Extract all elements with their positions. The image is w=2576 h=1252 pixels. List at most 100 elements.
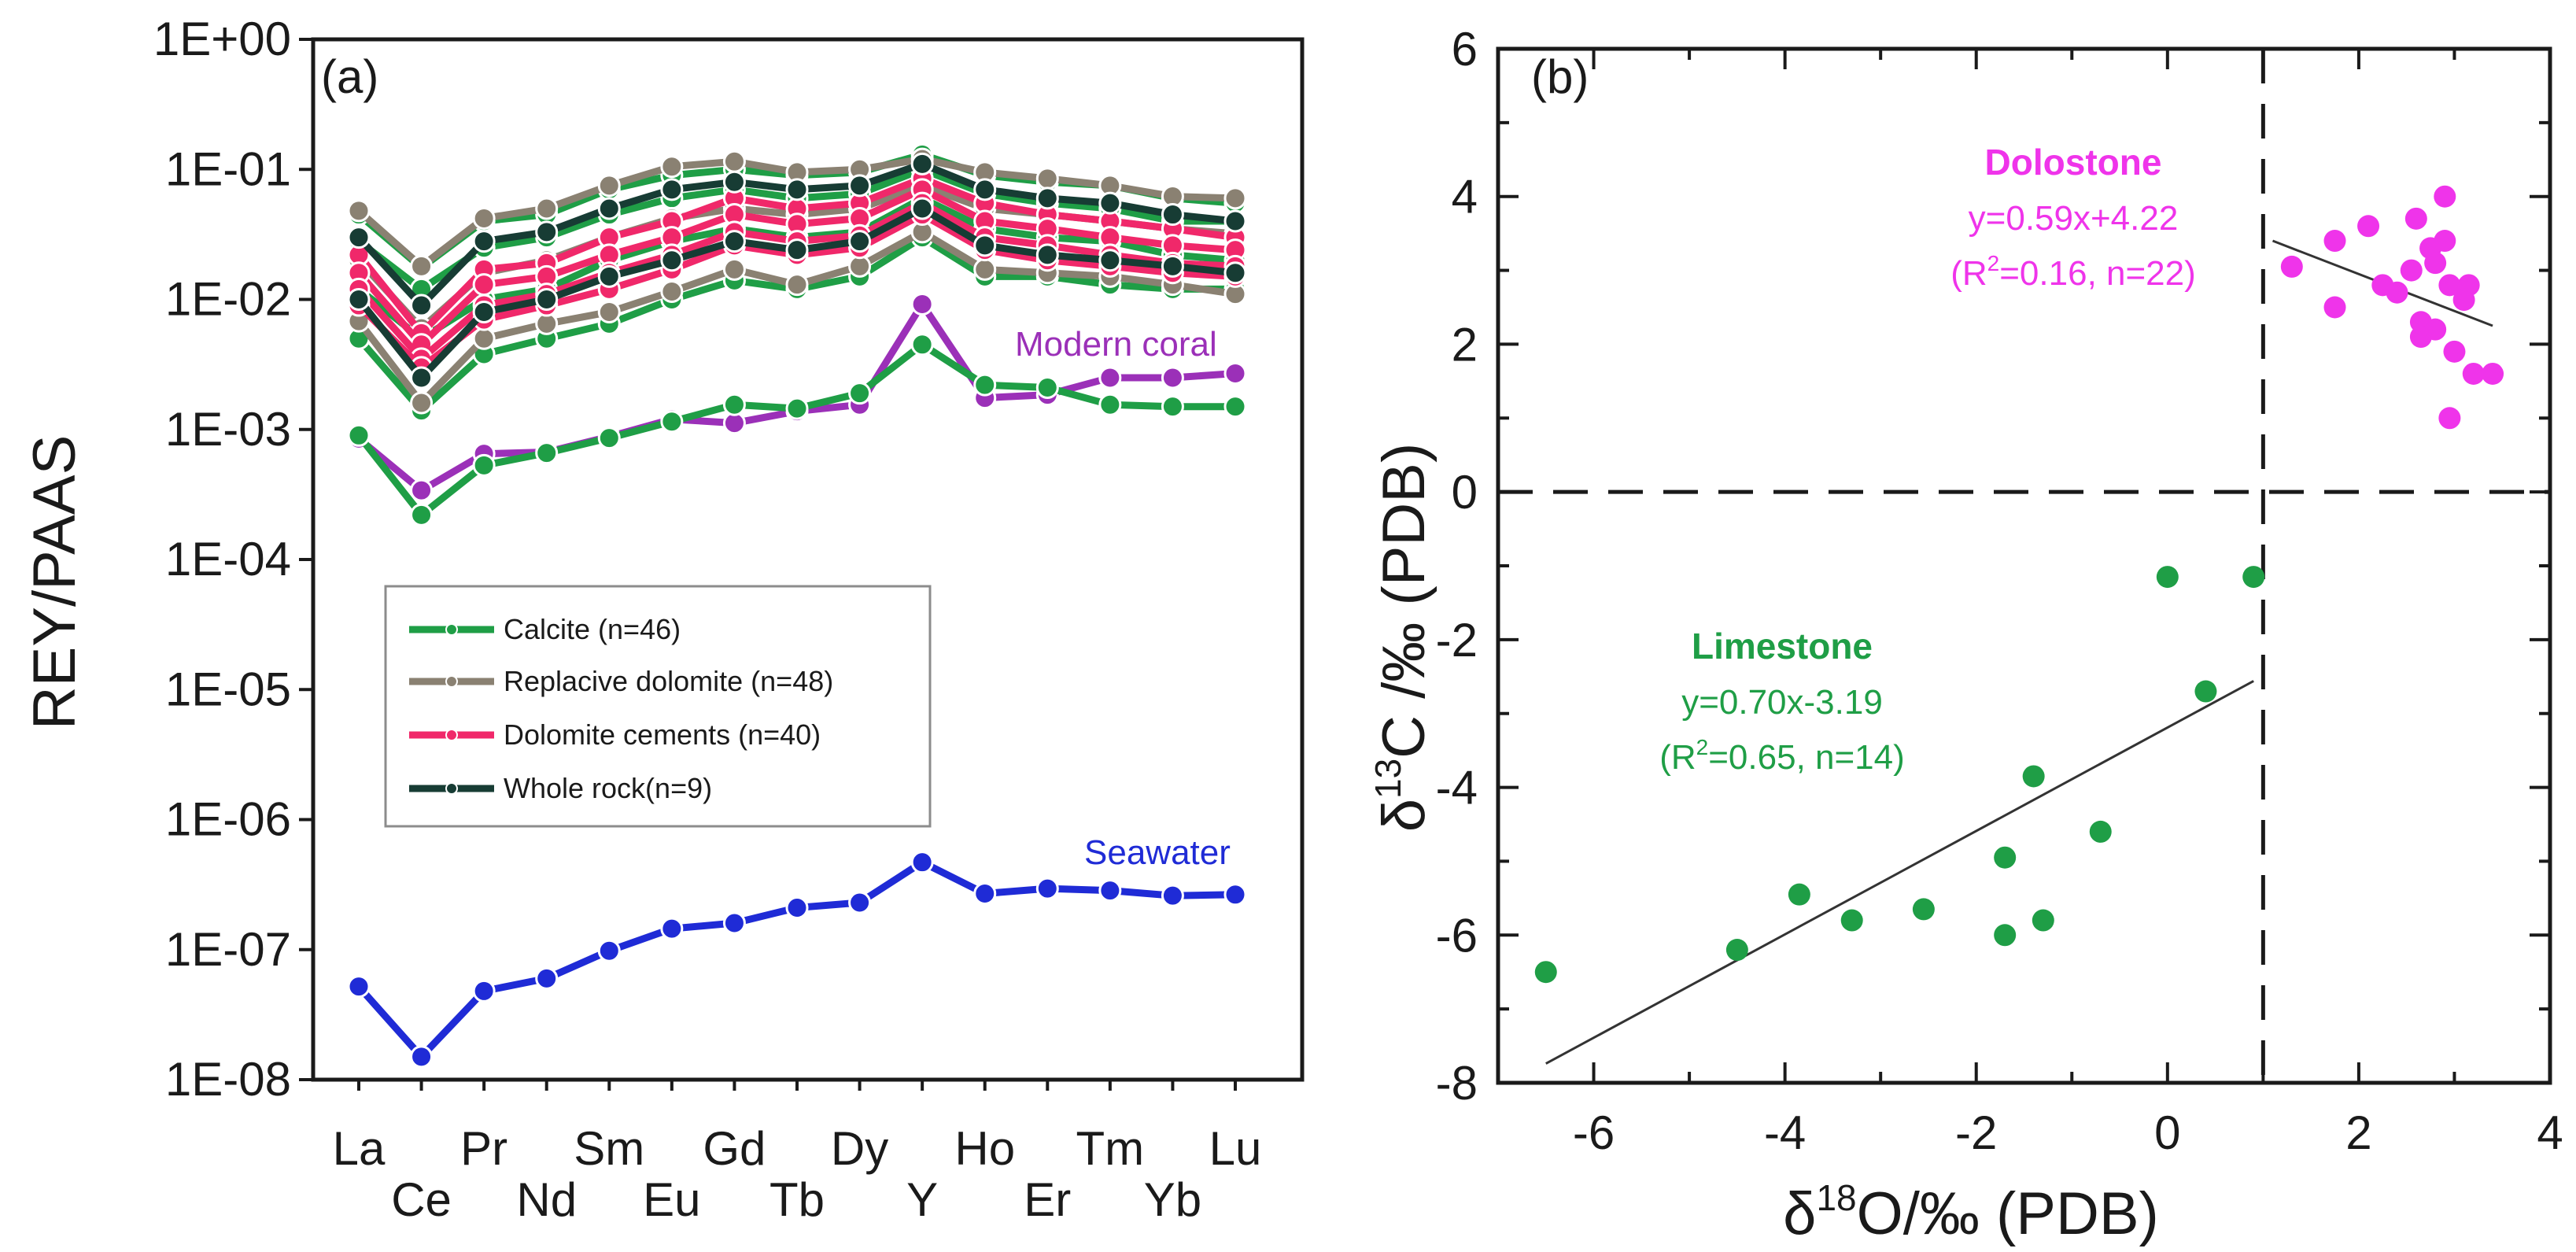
x-tick-label: Dy — [831, 1122, 888, 1175]
data-point — [472, 327, 496, 350]
limestone-data-point — [1534, 961, 1557, 984]
data-point — [1223, 361, 1247, 385]
limestone-data-point — [1912, 898, 1935, 921]
data-point — [660, 279, 684, 303]
panel-b-ticks: -6 -4 -2 0 2 4 6 4 2 0 -2 -4 -6 -8 — [1436, 23, 2563, 1159]
x-tick-label: Yb — [1144, 1173, 1201, 1226]
data-point — [597, 939, 621, 962]
legend-label-whole-rock: Whole rock(n=9) — [504, 772, 712, 804]
series-dolostone — [2272, 185, 2504, 430]
x-tick-label: Eu — [643, 1173, 700, 1226]
x-tick-label: La — [333, 1122, 386, 1175]
data-point — [848, 230, 872, 253]
data-point — [1035, 167, 1059, 190]
dolostone-data-point — [2323, 230, 2346, 253]
y-tick-label: 6 — [1452, 23, 1478, 76]
legend-marker-dolomite-cements — [445, 729, 458, 741]
y-tick-label: -2 — [1436, 614, 1478, 667]
dolostone-data-point — [2404, 207, 2427, 230]
data-point — [1223, 209, 1247, 233]
data-point — [785, 238, 809, 262]
data-point — [1223, 187, 1247, 210]
series-seawater — [347, 851, 1247, 1069]
data-point — [785, 178, 809, 201]
data-point — [597, 174, 621, 198]
limestone-data-point — [2089, 820, 2112, 843]
data-point — [660, 917, 684, 940]
legend-marker-calcite — [445, 623, 458, 636]
series-limestone — [1534, 566, 2265, 1065]
data-point — [597, 264, 621, 288]
data-point — [410, 254, 434, 278]
data-point — [1035, 187, 1059, 210]
legend-entry-whole-rock: Whole rock(n=9) — [409, 772, 712, 804]
data-point — [472, 273, 496, 297]
x-tick-label: Nd — [516, 1173, 577, 1226]
x-tick-label: Ce — [391, 1173, 452, 1226]
data-point — [973, 178, 997, 201]
panel-b-label: (b) — [1531, 50, 1589, 103]
data-point — [347, 423, 371, 447]
data-point — [722, 230, 746, 253]
x-axis-isotope-number: 18 — [1816, 1177, 1856, 1218]
x-tick-label: Sm — [574, 1122, 644, 1175]
data-point — [1035, 877, 1059, 900]
data-point — [1035, 376, 1059, 400]
data-point — [848, 174, 872, 198]
panel-a-label: (a) — [321, 50, 378, 103]
y-tick-label: -6 — [1436, 909, 1478, 962]
data-point — [597, 197, 621, 220]
x-tick-label: Pr — [460, 1122, 507, 1175]
series-whole-rock — [347, 152, 1247, 317]
panel-b-dashed-lines — [1498, 49, 2550, 1083]
data-point — [910, 292, 934, 316]
data-point — [1098, 191, 1122, 215]
legend-label-replacive-dolomite: Replacive dolomite (n=48) — [504, 665, 833, 697]
data-point — [1161, 203, 1184, 227]
dolostone-data-point — [2424, 252, 2447, 275]
data-point — [410, 391, 434, 415]
limestone-data-point — [1994, 924, 2017, 947]
panel-a-plot-frame — [311, 37, 1305, 1082]
x-tick-label: -6 — [1573, 1106, 1615, 1159]
legend-label-calcite: Calcite (n=46) — [504, 613, 681, 645]
data-point — [472, 453, 496, 477]
dolostone-data-point — [2438, 274, 2461, 297]
limestone-data-point — [2156, 566, 2179, 589]
data-point — [597, 427, 621, 450]
dolostone-data-point — [2280, 255, 2303, 278]
data-point — [722, 170, 746, 194]
data-point — [910, 197, 934, 220]
y-tick-label: 1E-05 — [165, 663, 291, 715]
data-point — [1223, 261, 1247, 285]
limestone-data-point — [2194, 680, 2217, 703]
panel-b-x-axis-title: δ18O/‰ (PDB) — [1783, 1177, 2159, 1247]
modern-coral-label: Modern coral — [1015, 325, 1217, 364]
data-point — [1161, 366, 1184, 390]
dolostone-annotation: Dolostone y=0.59x+4.22 (R2=0.16, n=22) — [1950, 142, 2196, 293]
data-point — [1161, 884, 1184, 907]
y-tick-label: 1E-04 — [165, 533, 291, 585]
x-tick-label: Gd — [703, 1122, 766, 1175]
dolostone-name: Dolostone — [1985, 142, 2162, 183]
x-tick-label: 0 — [2154, 1106, 2180, 1159]
legend-label-dolomite-cements: Dolomite cements (n=40) — [504, 718, 821, 751]
data-point — [535, 966, 559, 990]
x-axis-delta: δ — [1783, 1180, 1816, 1247]
legend-entry-calcite: Calcite (n=46) — [409, 613, 681, 645]
data-point — [410, 366, 434, 390]
dolostone-stats-r: (R — [1950, 254, 1987, 293]
data-point — [1098, 879, 1122, 903]
limestone-stats-r: (R — [1659, 738, 1696, 777]
dolostone-data-point — [2323, 296, 2346, 319]
dolostone-data-point — [2438, 407, 2461, 430]
data-point — [1161, 254, 1184, 278]
data-point — [472, 207, 496, 231]
data-point — [472, 979, 496, 1003]
limestone-data-point — [1840, 909, 1863, 932]
data-point — [1035, 243, 1059, 267]
dolostone-stats-sup: 2 — [1987, 251, 2000, 275]
data-point — [1223, 395, 1247, 419]
